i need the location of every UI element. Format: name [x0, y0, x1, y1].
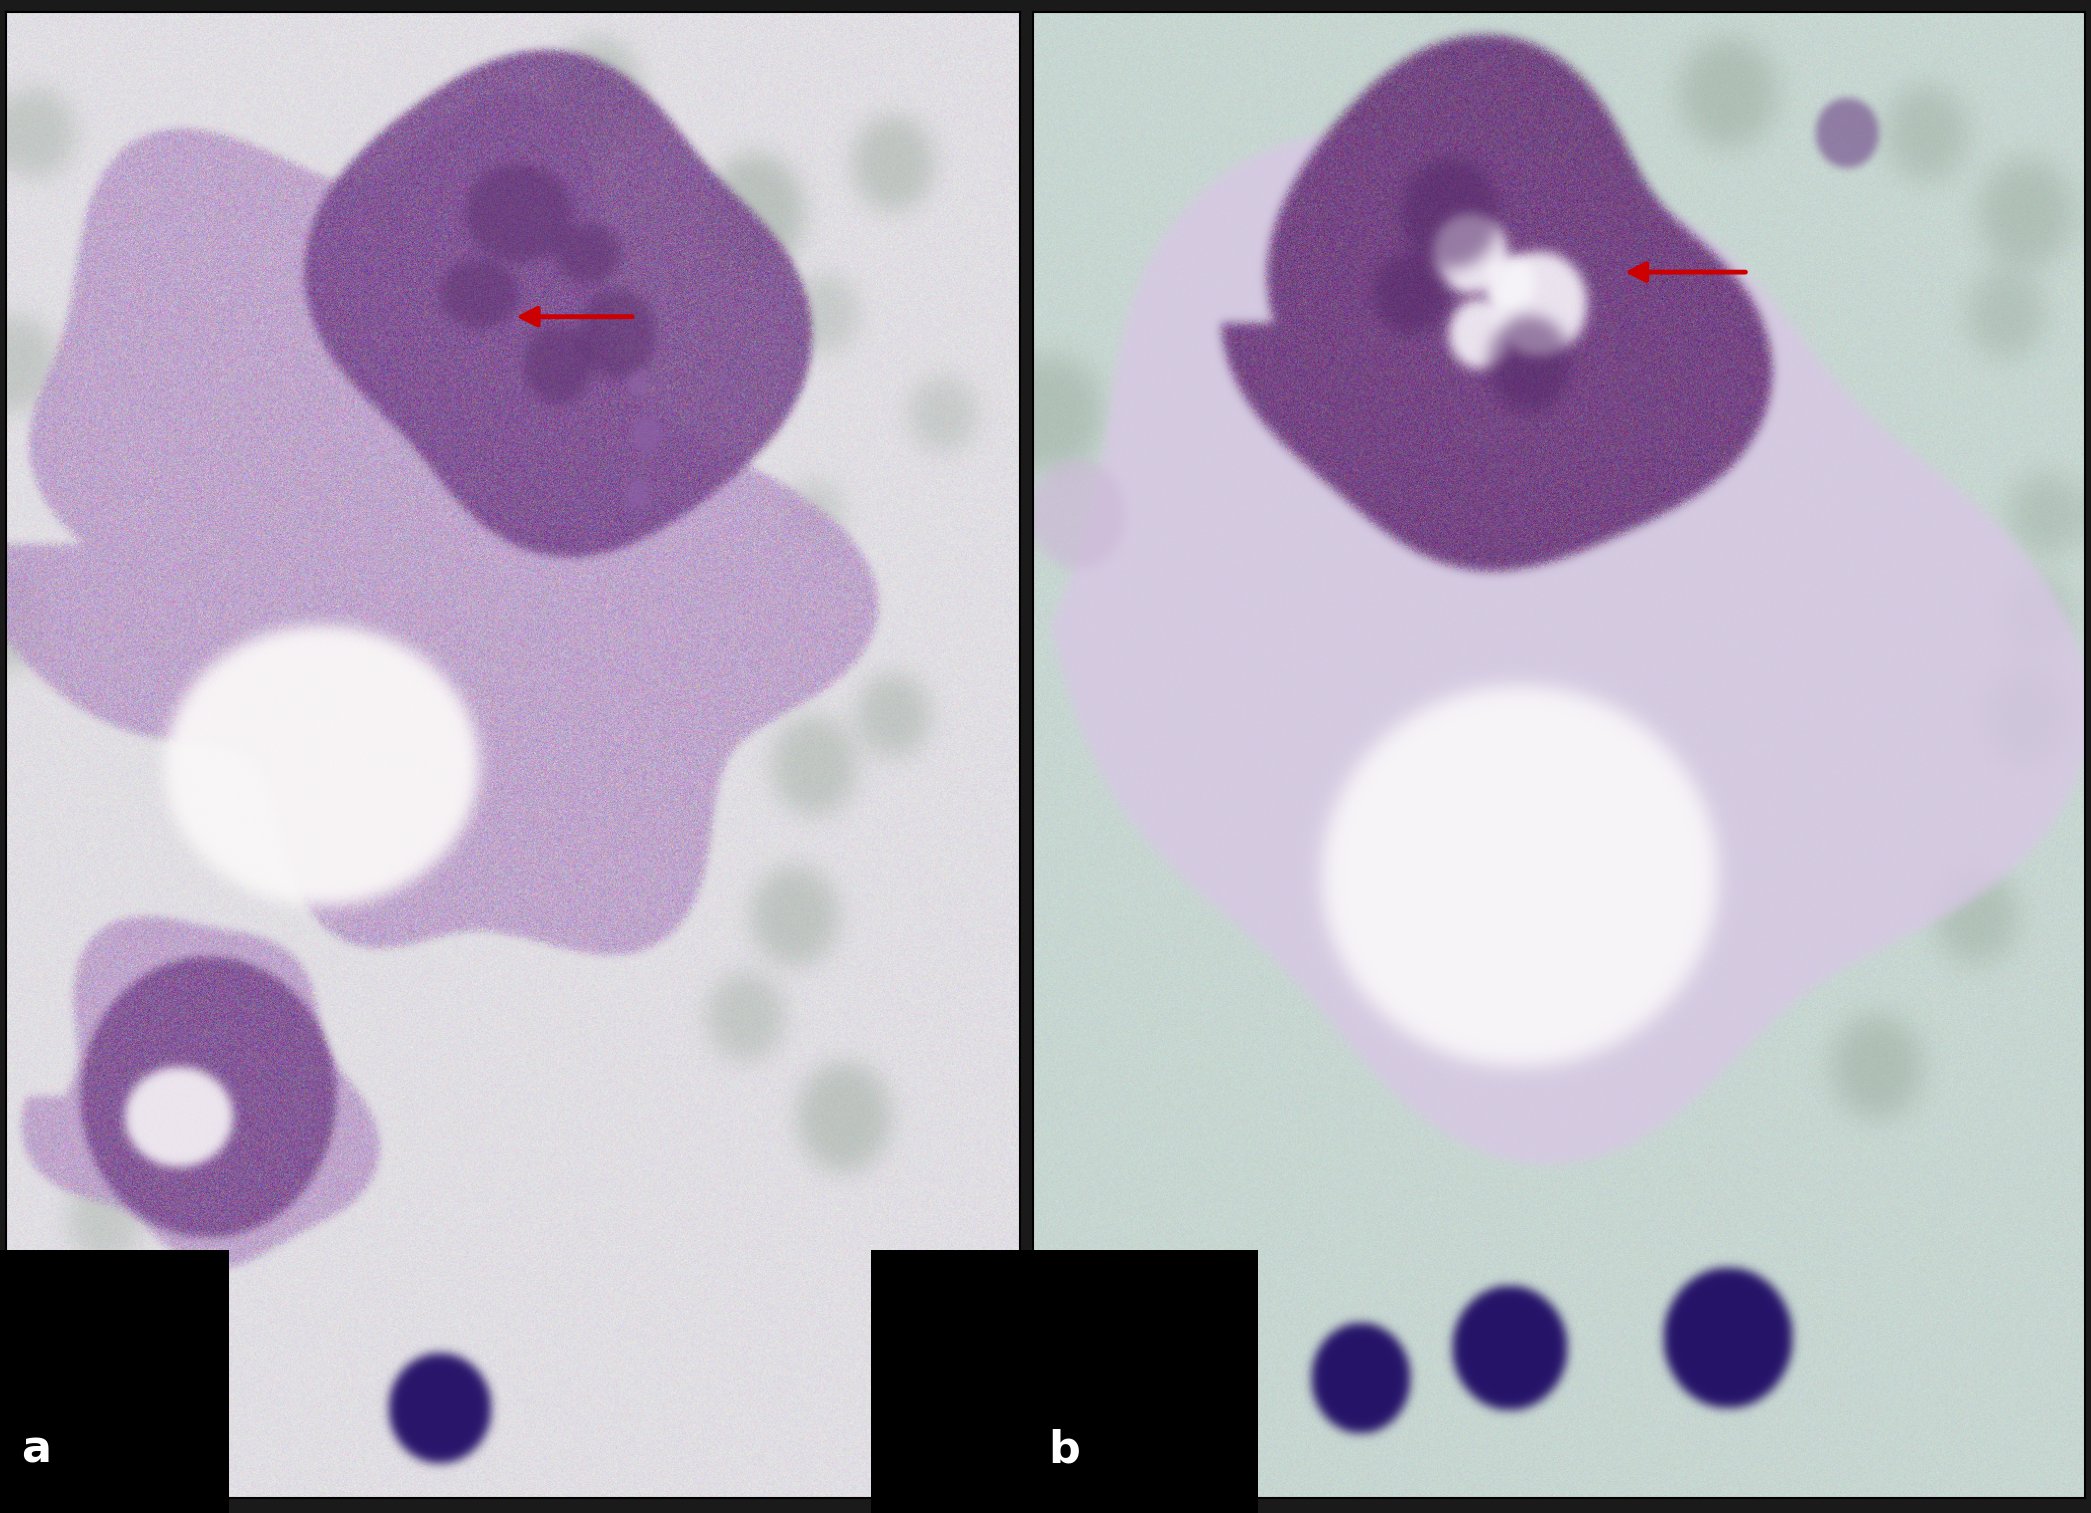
Text: b: b: [1050, 1428, 1081, 1471]
Text: a: a: [21, 1428, 52, 1471]
